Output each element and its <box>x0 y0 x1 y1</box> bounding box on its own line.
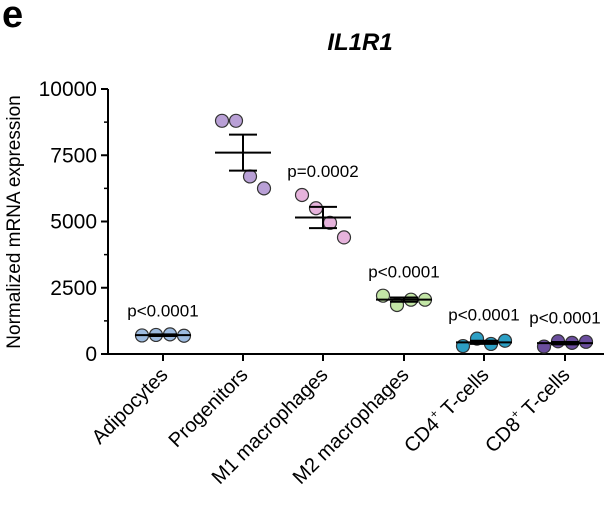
x-tick-label: Adipocytes <box>88 364 173 449</box>
data-point <box>336 230 352 245</box>
y-tick-label: 0 <box>85 343 97 366</box>
data-point <box>256 181 272 196</box>
data-point <box>497 333 513 348</box>
x-tick-label: CD4+ T-cells <box>398 362 493 457</box>
data-point <box>536 339 552 354</box>
data-point <box>578 334 594 349</box>
data-point <box>308 201 324 216</box>
y-tick-label: 10000 <box>39 78 97 101</box>
x-tick-label-main: Adipocytes <box>88 364 173 449</box>
x-tick-label: CD8+ T-cells <box>479 362 574 457</box>
data-point <box>228 113 244 128</box>
p-value-annotation: p=0.0002 <box>287 162 358 181</box>
x-tick-label-main: CD8 <box>481 413 525 457</box>
p-value-annotation: p<0.0001 <box>529 308 600 327</box>
y-tick-label: 5000 <box>50 211 97 234</box>
y-tick-label: 7500 <box>50 144 97 167</box>
panel-letter: e <box>2 0 24 36</box>
x-tick-label-rest: T-cells <box>514 364 574 424</box>
p-value-annotation: p<0.0001 <box>448 306 519 325</box>
p-value-annotation: p<0.0001 <box>368 263 439 282</box>
data-point <box>214 113 230 128</box>
data-point <box>242 169 258 184</box>
x-tick-label-rest: T-cells <box>433 364 493 424</box>
data-point <box>294 187 310 203</box>
y-tick-label: 2500 <box>50 277 97 300</box>
x-tick-label: Progenitors <box>165 364 253 452</box>
p-value-annotation: p<0.0001 <box>127 301 198 320</box>
chart-title: IL1R1 <box>327 29 392 56</box>
y-axis-label: Normalized mRNA expression <box>4 95 25 348</box>
x-tick-label-main: Progenitors <box>165 364 253 452</box>
